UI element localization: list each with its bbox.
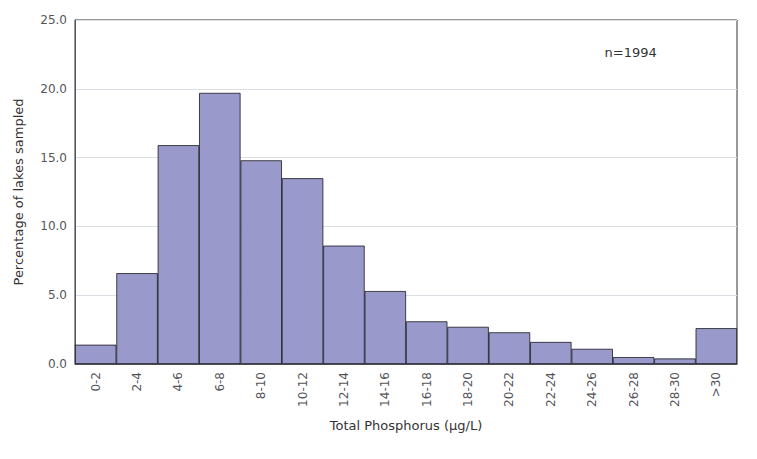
svg-text:n=1994: n=1994 xyxy=(605,45,657,60)
svg-text:0-2: 0-2 xyxy=(89,372,103,392)
svg-text:22-24: 22-24 xyxy=(544,372,558,407)
svg-text:12-14: 12-14 xyxy=(337,372,351,407)
svg-text:8-10: 8-10 xyxy=(254,372,268,399)
svg-text:>30: >30 xyxy=(709,372,723,397)
svg-text:26-28: 26-28 xyxy=(627,372,641,407)
svg-text:2-4: 2-4 xyxy=(130,372,144,392)
svg-text:16-18: 16-18 xyxy=(420,372,434,407)
svg-text:5.0: 5.0 xyxy=(48,288,67,302)
svg-text:10.0: 10.0 xyxy=(40,219,67,233)
svg-text:20.0: 20.0 xyxy=(40,82,67,96)
svg-text:Total Phosphorus (µg/L): Total Phosphorus (µg/L) xyxy=(329,418,483,433)
svg-text:Percentage of lakes sampled: Percentage of lakes sampled xyxy=(11,99,26,286)
svg-text:15.0: 15.0 xyxy=(40,151,67,165)
svg-text:0.0: 0.0 xyxy=(48,357,67,371)
svg-text:4-6: 4-6 xyxy=(171,372,185,392)
svg-text:25.0: 25.0 xyxy=(40,13,67,27)
svg-text:6-8: 6-8 xyxy=(213,372,227,392)
svg-text:20-22: 20-22 xyxy=(502,372,516,407)
svg-text:24-26: 24-26 xyxy=(585,372,599,407)
svg-text:14-16: 14-16 xyxy=(378,372,392,407)
svg-text:10-12: 10-12 xyxy=(296,372,310,407)
svg-text:18-20: 18-20 xyxy=(461,372,475,407)
svg-text:28-30: 28-30 xyxy=(668,372,682,407)
